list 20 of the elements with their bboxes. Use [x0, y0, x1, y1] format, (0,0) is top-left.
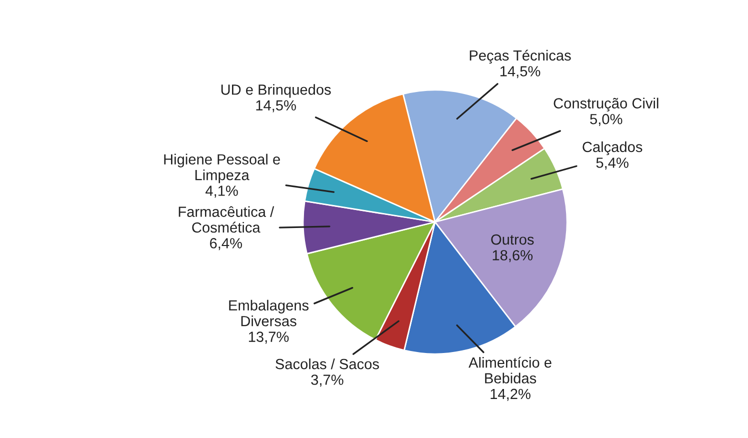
slice-label: Embalagens Diversas — [229, 300, 309, 326]
data-label: 5,0% — [590, 114, 622, 126]
slice-label: Outros — [491, 234, 534, 245]
data-label: 18,6% — [492, 250, 533, 262]
slice-label: Calçados — [582, 141, 642, 156]
data-label: 14,5% — [500, 66, 540, 78]
slice-label: Construção Civil — [554, 98, 658, 112]
data-label: 13,7% — [248, 332, 289, 344]
data-label: 4,1% — [206, 186, 238, 198]
data-label: 5,4% — [596, 158, 628, 170]
slice-label: Peças Técnicas — [470, 50, 571, 64]
data-label: 6,4% — [210, 238, 242, 250]
slice-label: Higiene Pessoal e Limpeza — [164, 154, 280, 184]
slice-label: Sacolas / Sacos — [276, 358, 379, 370]
slice-label: UD e Brinquedos — [221, 84, 331, 98]
data-label: 14,5% — [256, 100, 296, 112]
slice-label: Farmacêutica / Cosmética — [178, 206, 274, 233]
data-label: 3,7% — [311, 374, 344, 387]
data-label: 14,2% — [490, 388, 530, 401]
slice-label: Alimentício e Bebidas — [468, 356, 552, 384]
